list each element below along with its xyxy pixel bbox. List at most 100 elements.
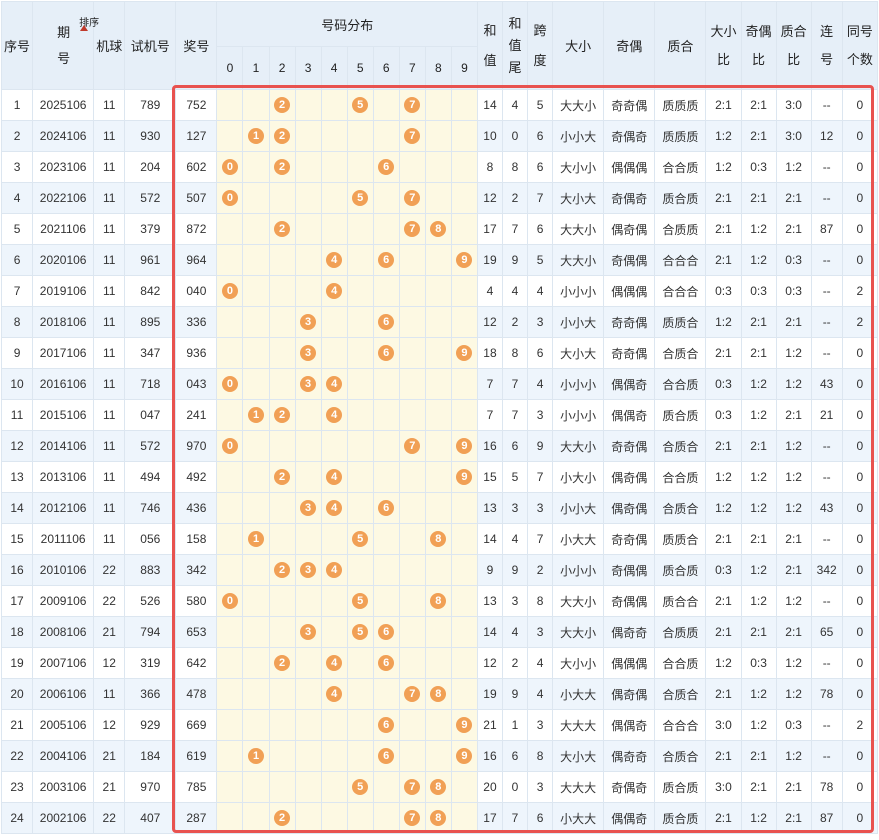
distribution-cell-3: 3 <box>294 337 322 369</box>
row-big-small-ratio: 3:0 <box>705 709 742 741</box>
row-odd-even: 偶奇奇 <box>603 740 656 772</box>
row-seq: 23 <box>0 771 34 803</box>
distribution-cell-8: 8 <box>424 771 452 803</box>
distribution-cell-3 <box>294 523 322 555</box>
distribution-cell-1 <box>242 678 270 710</box>
distribution-ball: 5 <box>352 531 369 547</box>
row-odd-even: 奇奇偶 <box>603 430 656 462</box>
row-big-small: 小小大 <box>552 306 605 338</box>
distribution-cell-6 <box>372 120 400 152</box>
row-trial-number: 366 <box>124 678 177 710</box>
distribution-cell-0: 0 <box>216 275 244 307</box>
row-big-small: 小小小 <box>552 554 605 586</box>
distribution-cell-7: 7 <box>398 120 426 152</box>
row-odd-even-ratio: 1:2 <box>740 244 777 276</box>
distribution-cell-2 <box>268 244 296 276</box>
distribution-cell-4 <box>320 523 348 555</box>
row-consecutive: 43 <box>810 368 843 400</box>
row-span: 6 <box>527 120 554 152</box>
row-prime-ratio: 1:2 <box>775 740 812 772</box>
row-sum-tail: 2 <box>501 647 529 679</box>
row-big-small: 大大大 <box>552 709 605 741</box>
row-odd-even: 奇偶偶 <box>603 244 656 276</box>
row-trial-number: 056 <box>124 523 177 555</box>
distribution-cell-2: 2 <box>268 647 296 679</box>
distribution-cell-1 <box>242 554 270 586</box>
row-prime-composite: 合质合 <box>654 492 707 524</box>
distribution-cell-1 <box>242 461 270 493</box>
row-seq: 18 <box>0 616 34 648</box>
row-prize-number: 936 <box>175 337 218 369</box>
distribution-cell-9 <box>450 678 478 710</box>
sort-arrow-icon[interactable] <box>80 24 89 31</box>
distribution-cell-8 <box>424 337 452 369</box>
row-seq: 6 <box>0 244 34 276</box>
row-same-count: 2 <box>841 275 879 307</box>
row-prime-composite: 质质合 <box>654 306 707 338</box>
distribution-cell-8 <box>424 275 452 307</box>
row-machine: 11 <box>93 368 126 400</box>
distribution-ball: 4 <box>326 252 343 268</box>
distribution-cell-8 <box>424 740 452 772</box>
col-header-period: 期号 排序 <box>32 1 99 90</box>
distribution-cell-4: 4 <box>320 647 348 679</box>
row-trial-number: 883 <box>124 554 177 586</box>
row-seq: 1 <box>0 89 34 121</box>
distribution-cell-8 <box>424 151 452 183</box>
row-sum: 14 <box>476 616 504 648</box>
row-same-count: 0 <box>841 151 879 183</box>
row-prime-composite: 质合质 <box>654 771 707 803</box>
row-odd-even: 偶奇偶 <box>603 678 656 710</box>
distribution-cell-6 <box>372 399 400 431</box>
row-odd-even-ratio: 0:3 <box>740 275 777 307</box>
row-sum-tail: 9 <box>501 554 529 586</box>
row-big-small-ratio: 0:3 <box>705 554 742 586</box>
row-trial-number: 319 <box>124 647 177 679</box>
distribution-cell-6 <box>372 585 400 617</box>
distribution-cell-0 <box>216 554 244 586</box>
row-big-small-ratio: 1:2 <box>705 306 742 338</box>
distribution-ball: 1 <box>248 531 264 547</box>
row-span: 3 <box>527 709 554 741</box>
distribution-cell-9 <box>450 492 478 524</box>
table-row: 20 2006106 11 366 478 4 7 8 19 9 4 小大大 偶奇偶 合质合 2:1 1:2 1… <box>0 678 879 710</box>
distribution-ball: 5 <box>352 190 369 206</box>
distribution-cell-5 <box>346 368 374 400</box>
row-same-count: 0 <box>841 399 879 431</box>
row-sum-tail: 2 <box>501 182 529 214</box>
distribution-cell-5: 5 <box>346 585 374 617</box>
row-prime-ratio: 2:1 <box>775 306 812 338</box>
row-prize-number: 653 <box>175 616 218 648</box>
row-period: 2018106 <box>32 306 95 338</box>
distribution-cell-3 <box>294 182 322 214</box>
distribution-cell-9 <box>450 213 478 245</box>
row-machine: 22 <box>93 802 126 834</box>
distribution-cell-1 <box>242 802 270 834</box>
row-odd-even-ratio: 1:2 <box>740 802 777 834</box>
row-prize-number: 436 <box>175 492 218 524</box>
row-prime-composite: 合质合 <box>654 678 707 710</box>
row-machine: 11 <box>93 275 126 307</box>
distribution-cell-0 <box>216 523 244 555</box>
sort-link[interactable]: 排序 <box>79 17 100 29</box>
row-odd-even: 奇偶奇 <box>603 120 656 152</box>
table-row: 5 2021106 11 379 872 2 7 8 17 7 6 大大小 偶奇偶 合质质 2:1 1:2 2:… <box>0 213 879 245</box>
distribution-cell-6: 6 <box>372 740 400 772</box>
row-span: 3 <box>527 616 554 648</box>
distribution-ball: 1 <box>248 407 264 423</box>
row-period: 2005106 <box>32 709 95 741</box>
distribution-ball: 8 <box>430 686 447 702</box>
row-big-small: 大小大 <box>552 182 605 214</box>
distribution-cell-8 <box>424 616 452 648</box>
row-big-small-ratio: 2:1 <box>705 616 742 648</box>
distribution-cell-8 <box>424 120 452 152</box>
period-sort-control[interactable]: 期号 排序 <box>57 18 99 72</box>
row-period: 2021106 <box>32 213 95 245</box>
row-span: 6 <box>527 151 554 183</box>
row-trial-number: 407 <box>124 802 177 834</box>
row-consecutive: -- <box>810 740 843 772</box>
distribution-cell-3 <box>294 647 322 679</box>
distribution-cell-6: 6 <box>372 306 400 338</box>
